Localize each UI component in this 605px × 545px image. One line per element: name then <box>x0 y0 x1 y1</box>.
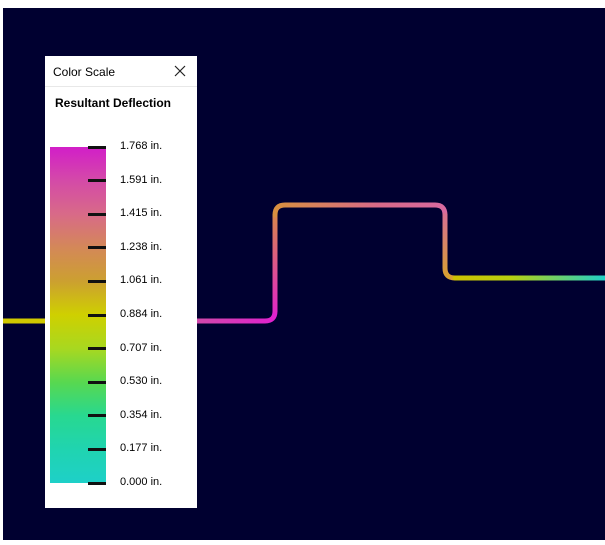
pipe-segment <box>445 215 455 278</box>
scale-label: 0.884 in. <box>120 308 162 320</box>
scale-label: 0.707 in. <box>120 342 162 354</box>
scale-tick <box>88 246 106 249</box>
title-bar: Color Scale <box>45 56 197 87</box>
pipe-segment <box>193 311 275 321</box>
scale-label: 0.000 in. <box>120 476 162 488</box>
scale-label: 1.591 in. <box>120 174 162 186</box>
scale-tick <box>88 448 106 451</box>
scale-label: 1.768 in. <box>120 140 162 152</box>
scale-label: 0.530 in. <box>120 375 162 387</box>
scale-tick <box>88 414 106 417</box>
scale-tick <box>88 381 106 384</box>
scale-label: 1.061 in. <box>120 274 162 286</box>
scale-tick <box>88 314 106 317</box>
scale-tick <box>88 179 106 182</box>
close-button[interactable] <box>173 64 187 78</box>
pipe-segment <box>275 205 445 215</box>
color-scale-panel: Color Scale Resultant Deflection 1.768 i… <box>45 56 197 508</box>
scale-label: 1.238 in. <box>120 241 162 253</box>
scale-label: 0.354 in. <box>120 409 162 421</box>
scale-label: 0.177 in. <box>120 442 162 454</box>
scale-tick <box>88 347 106 350</box>
scale-tick <box>88 280 106 283</box>
scale-tick <box>88 213 106 216</box>
panel-title: Color Scale <box>53 65 115 79</box>
scale-tick <box>88 482 106 485</box>
scale-label: 1.415 in. <box>120 207 162 219</box>
screen: Color Scale Resultant Deflection 1.768 i… <box>0 0 605 542</box>
scale-tick <box>88 146 106 149</box>
scale-heading: Resultant Deflection <box>55 96 197 110</box>
